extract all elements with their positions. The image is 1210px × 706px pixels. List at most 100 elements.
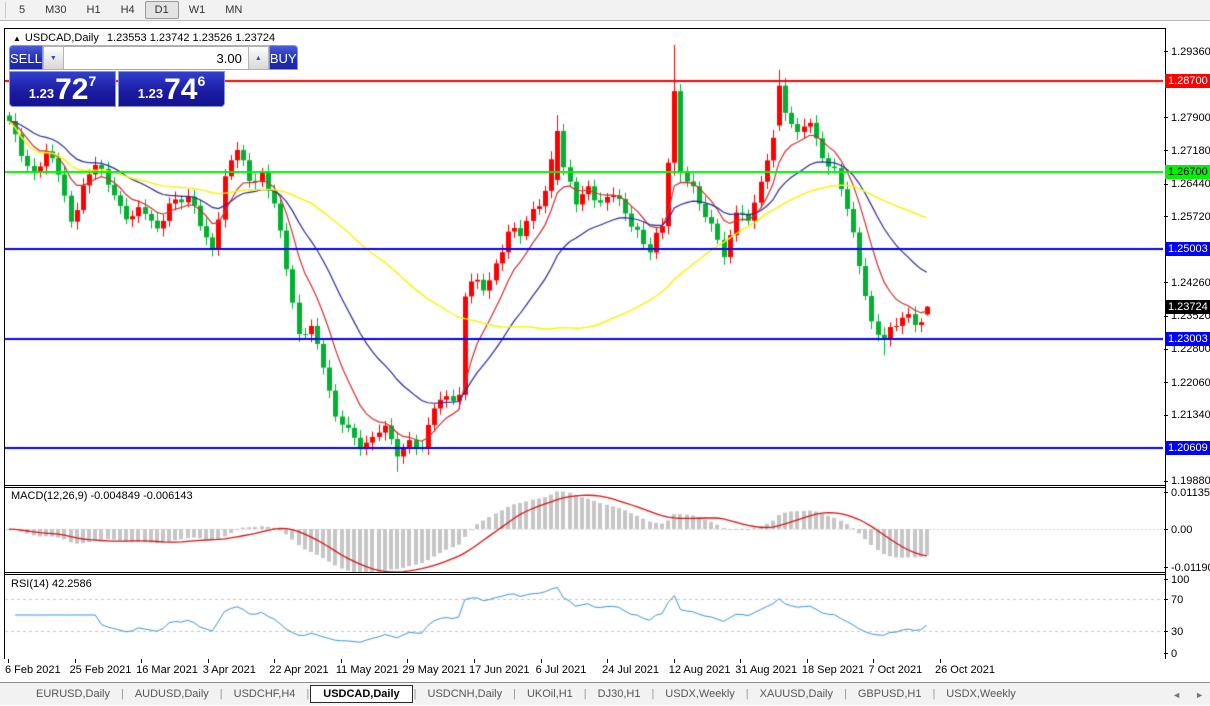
price-marker-1.26700: 1.26700 bbox=[1165, 165, 1210, 179]
sell-price-pip: 7 bbox=[88, 73, 96, 89]
timeframe-button-m30[interactable]: M30 bbox=[35, 1, 76, 19]
rsi-scale-label: 100 bbox=[1164, 573, 1189, 586]
rsi-scale-value: 100 bbox=[1171, 574, 1189, 586]
time-tick bbox=[807, 659, 808, 663]
timeframe-button-h4[interactable]: H4 bbox=[111, 1, 145, 19]
price-tick-label: 1.27180 bbox=[1171, 145, 1210, 157]
tick-dash bbox=[1164, 529, 1168, 530]
date-label: 24 Jul 2021 bbox=[602, 664, 659, 676]
toolbar-separator bbox=[5, 2, 6, 18]
time-tick bbox=[873, 659, 874, 663]
tab-separator: | bbox=[844, 688, 847, 700]
time-tick bbox=[407, 659, 408, 663]
tab-separator: | bbox=[414, 688, 417, 700]
time-tick bbox=[341, 659, 342, 663]
tab-scroll-left-icon[interactable]: ◄ bbox=[1172, 690, 1181, 700]
tab-usdx-weekly[interactable]: USDX,Weekly bbox=[936, 686, 1025, 702]
tab-scroll-right-icon[interactable]: ► bbox=[1195, 690, 1204, 700]
rsi-panel-canvas[interactable] bbox=[5, 575, 1163, 657]
date-label: 31 Aug 2021 bbox=[735, 664, 797, 676]
price-marker-1.25003: 1.25003 bbox=[1165, 242, 1210, 256]
time-tick bbox=[541, 659, 542, 663]
tab-usdcnh-daily[interactable]: USDCNH,Daily bbox=[418, 686, 513, 702]
timeframe-button-mn[interactable]: MN bbox=[215, 1, 252, 19]
tick-dash bbox=[1164, 481, 1168, 482]
tick-dash bbox=[1164, 492, 1168, 493]
tick-dash bbox=[1164, 653, 1168, 654]
price-tick: 1.27180 bbox=[1164, 144, 1210, 157]
time-tick bbox=[141, 659, 142, 663]
time-tick bbox=[474, 659, 475, 663]
time-tick bbox=[274, 659, 275, 663]
tab-audusd-daily[interactable]: AUDUSD,Daily bbox=[125, 686, 219, 702]
price-tick: 1.25720 bbox=[1164, 210, 1210, 223]
date-label: 12 Aug 2021 bbox=[669, 664, 731, 676]
timeframe-button-d1[interactable]: D1 bbox=[145, 1, 179, 19]
tick-dash bbox=[1164, 567, 1168, 568]
price-tick-label: 1.25720 bbox=[1171, 211, 1210, 223]
buy-button[interactable]: BUY bbox=[269, 45, 298, 70]
timeframe-button-5[interactable]: 5 bbox=[9, 1, 35, 19]
buy-price-big: 74 bbox=[164, 76, 197, 104]
tab-usdchf-h4[interactable]: USDCHF,H4 bbox=[224, 686, 306, 702]
sell-button[interactable]: SELL bbox=[9, 45, 43, 70]
tab-scroll-buttons: ◄► bbox=[1172, 683, 1204, 706]
tab-separator: | bbox=[121, 688, 124, 700]
price-tick: 1.26440 bbox=[1164, 178, 1210, 191]
macd-indicator-label: MACD(12,26,9) -0.004849 -0.006143 bbox=[11, 490, 193, 502]
tab-xauusd-daily[interactable]: XAUUSD,Daily bbox=[750, 686, 843, 702]
chevron-up-icon: ▲ bbox=[255, 55, 262, 62]
tab-separator: | bbox=[306, 688, 309, 700]
price-marker-1.28700: 1.28700 bbox=[1165, 74, 1210, 88]
time-tick bbox=[740, 659, 741, 663]
tick-dash bbox=[1164, 117, 1168, 118]
time-tick bbox=[940, 659, 941, 663]
rsi-scale-value: 30 bbox=[1171, 626, 1183, 638]
price-axis[interactable]: 1.29360 1.27900 1.27180 1.26440 1.25720 1.242… bbox=[1164, 28, 1210, 660]
volume-increase-button[interactable]: ▲ bbox=[248, 46, 269, 70]
time-tick bbox=[607, 659, 608, 663]
tab-gbpusd-h1[interactable]: GBPUSD,H1 bbox=[848, 686, 932, 702]
price-marker-1.20609: 1.20609 bbox=[1165, 441, 1210, 455]
date-label: 25 Feb 2021 bbox=[70, 664, 132, 676]
tab-separator: | bbox=[513, 688, 516, 700]
date-label: 11 May 2021 bbox=[336, 664, 399, 676]
tick-dash bbox=[1164, 349, 1168, 350]
price-tick-label: 1.29360 bbox=[1171, 46, 1210, 58]
macd-scale-value: 0.00 bbox=[1171, 524, 1192, 536]
tab-eurusd-daily[interactable]: EURUSD,Daily bbox=[26, 686, 120, 702]
timeframe-button-w1[interactable]: W1 bbox=[179, 1, 216, 19]
price-marker-1.23724: 1.23724 bbox=[1165, 300, 1210, 314]
tick-dash bbox=[1164, 150, 1168, 151]
tab-usdx-weekly[interactable]: USDX,Weekly bbox=[655, 686, 744, 702]
tick-dash bbox=[1164, 316, 1168, 317]
tick-dash bbox=[1164, 51, 1168, 52]
price-tick-label: 1.21340 bbox=[1171, 409, 1210, 421]
volume-control: ▼ ▲ bbox=[43, 45, 269, 70]
tab-ukoil-h1[interactable]: UKOil,H1 bbox=[517, 686, 583, 702]
rsi-scale-label: 70 bbox=[1164, 593, 1183, 606]
timeframe-button-h1[interactable]: H1 bbox=[77, 1, 111, 19]
price-tick-label: 1.27900 bbox=[1171, 112, 1210, 124]
sell-price-prefix: 1.23 bbox=[29, 84, 54, 104]
date-label: 17 Jun 2021 bbox=[469, 664, 530, 676]
price-tick: 1.22060 bbox=[1164, 376, 1210, 389]
date-label: 18 Sep 2021 bbox=[802, 664, 864, 676]
date-label: 16 Mar 2021 bbox=[136, 664, 198, 676]
tab-separator: | bbox=[651, 688, 654, 700]
price-tick: 1.29360 bbox=[1164, 45, 1210, 58]
volume-decrease-button[interactable]: ▼ bbox=[43, 46, 64, 70]
tab-usdcad-daily[interactable]: USDCAD,Daily bbox=[310, 685, 412, 703]
date-label: 3 Apr 2021 bbox=[203, 664, 256, 676]
collapse-icon[interactable]: ▲ bbox=[13, 34, 21, 43]
price-tick: 1.24260 bbox=[1164, 276, 1210, 289]
rsi-indicator-label: RSI(14) 42.2586 bbox=[11, 578, 92, 590]
tab-dj30-h1[interactable]: DJ30,H1 bbox=[588, 686, 651, 702]
volume-input[interactable] bbox=[64, 46, 248, 70]
